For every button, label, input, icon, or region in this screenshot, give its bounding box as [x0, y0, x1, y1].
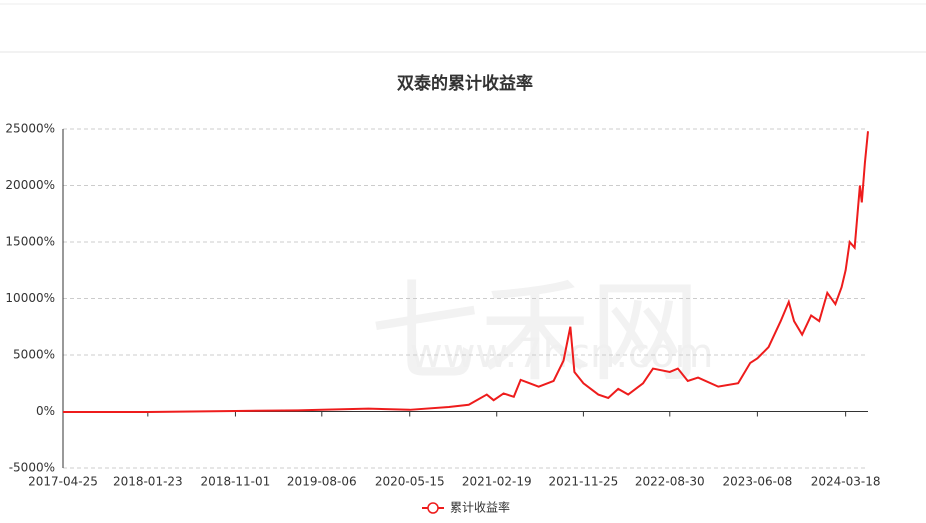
x-tick-label: 2021-02-19 — [462, 475, 532, 489]
x-tick-label: 2017-04-25 — [28, 475, 98, 489]
legend-label: 累计收益率 — [450, 500, 510, 515]
y-tick-label: 10000% — [5, 291, 55, 305]
x-tick-label: 2020-05-15 — [375, 475, 445, 489]
legend-marker — [427, 502, 439, 514]
x-tick-label: 2023-06-08 — [723, 475, 793, 489]
y-tick-label: -5000% — [9, 461, 55, 475]
y-tick-label: 0% — [36, 404, 55, 418]
y-tick-label: 25000% — [5, 122, 55, 136]
y-tick-label: 15000% — [5, 235, 55, 249]
chart-title: 双泰的累计收益率 — [397, 73, 533, 94]
x-tick-label: 2021-11-25 — [549, 475, 619, 489]
x-tick-label: 2024-03-18 — [811, 475, 881, 489]
x-tick-label: 2018-11-01 — [201, 475, 271, 489]
y-tick-label: 5000% — [13, 348, 55, 362]
x-tick-label: 2019-08-06 — [287, 475, 357, 489]
watermark-logo: 七禾网 — [370, 268, 700, 396]
y-tick-label: 20000% — [5, 178, 55, 192]
x-tick-label: 2022-08-30 — [635, 475, 705, 489]
series-line — [63, 131, 869, 414]
x-tick-label: 2018-01-23 — [113, 475, 183, 489]
watermark-url: www.7hcn.com — [410, 331, 713, 377]
